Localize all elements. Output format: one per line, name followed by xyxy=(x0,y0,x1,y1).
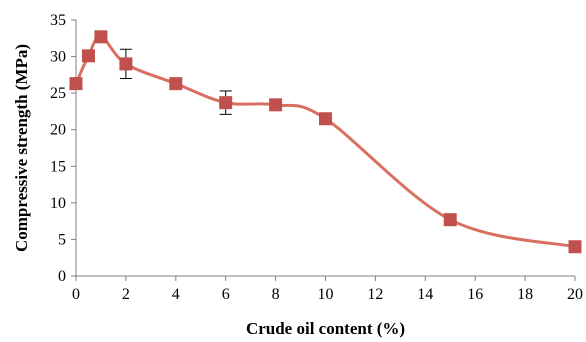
series-line xyxy=(74,35,577,249)
x-tick-label: 10 xyxy=(318,286,334,303)
x-tick-label: 14 xyxy=(417,286,433,303)
y-tick-label: 15 xyxy=(50,158,66,175)
x-axis-title: Crude oil content (%) xyxy=(246,319,405,338)
data-point xyxy=(119,57,133,71)
y-tick-label: 0 xyxy=(58,268,66,285)
data-point xyxy=(568,240,582,254)
y-tick-label: 20 xyxy=(50,122,66,139)
data-point xyxy=(169,77,183,91)
x-tick-label: 20 xyxy=(567,286,583,303)
x-tick-label: 16 xyxy=(467,286,483,303)
x-tick-label: 6 xyxy=(222,286,230,303)
y-tick-label: 25 xyxy=(50,85,66,102)
x-axis-ticks: 0 2 4 6 8 10 12 14 16 18 20 xyxy=(72,276,583,303)
data-point xyxy=(94,30,108,44)
data-point xyxy=(69,77,83,91)
y-tick-label: 35 xyxy=(50,12,66,29)
y-tick-label: 5 xyxy=(58,231,66,248)
x-tick-label: 18 xyxy=(517,286,533,303)
x-tick-label: 4 xyxy=(172,286,180,303)
data-point xyxy=(319,112,332,126)
x-tick-label: 12 xyxy=(367,286,383,303)
y-axis-title: Compressive strength (MPa) xyxy=(12,44,31,252)
series-layer xyxy=(69,30,582,254)
data-point xyxy=(443,213,457,227)
data-point xyxy=(269,98,283,112)
x-tick-label: 0 xyxy=(72,286,80,303)
data-point xyxy=(81,49,95,63)
axes xyxy=(75,20,575,277)
x-tick-label: 2 xyxy=(122,286,130,303)
x-tick-label: 8 xyxy=(272,286,280,303)
y-axis-ticks: 0 5 10 15 20 25 30 35 xyxy=(50,12,76,285)
y-tick-label: 30 xyxy=(50,49,66,66)
y-tick-label: 10 xyxy=(50,195,66,212)
data-point xyxy=(219,96,233,110)
